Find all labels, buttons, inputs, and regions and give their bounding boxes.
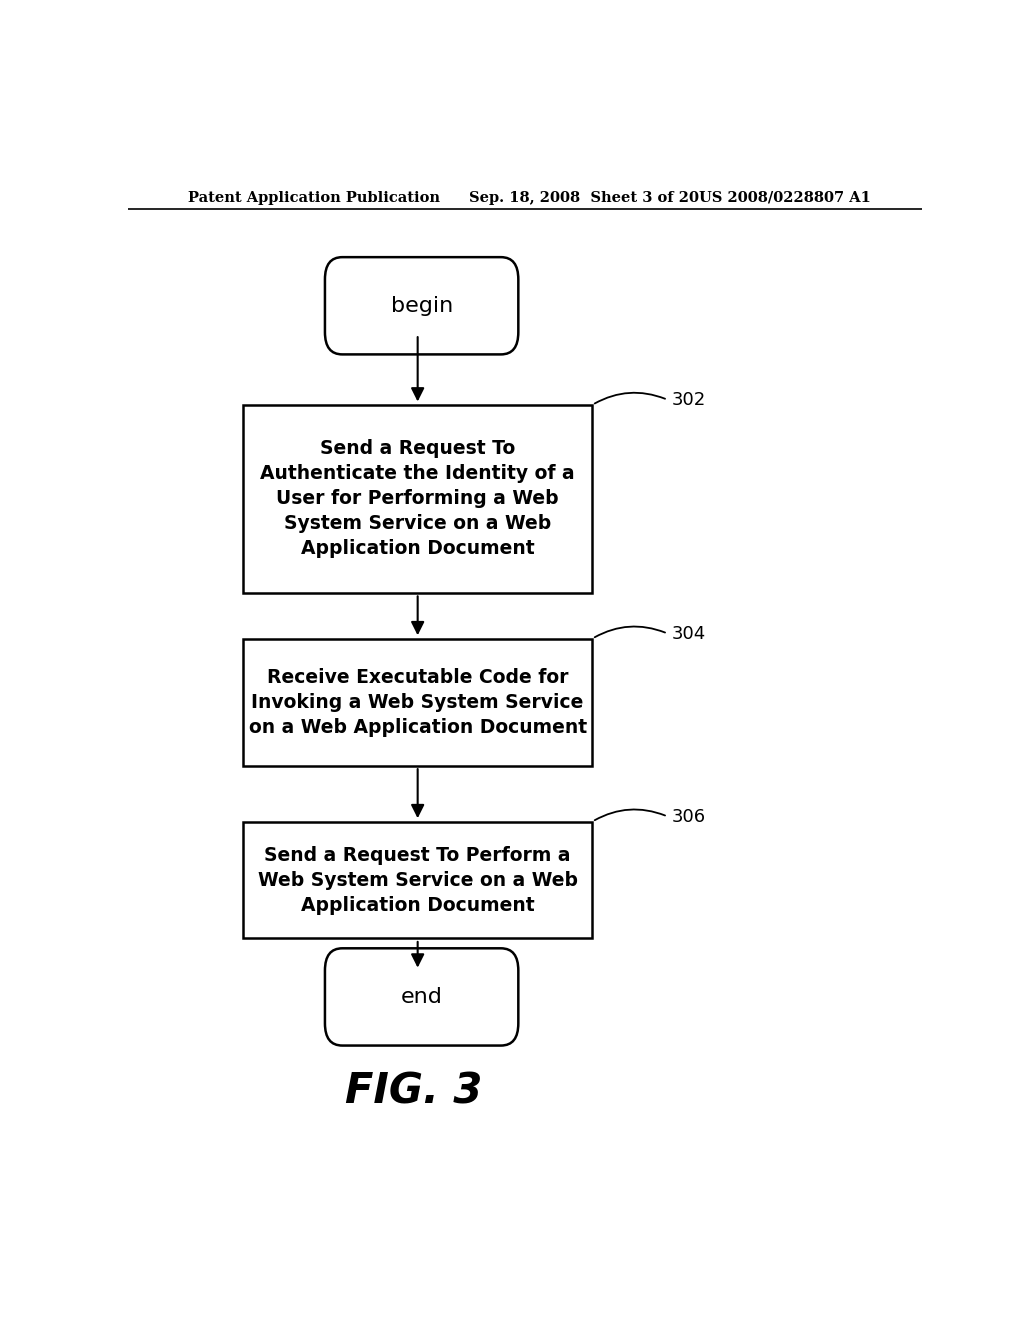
Text: end: end (400, 987, 442, 1007)
Text: US 2008/0228807 A1: US 2008/0228807 A1 (699, 190, 871, 205)
Text: Receive Executable Code for
Invoking a Web System Service
on a Web Application D: Receive Executable Code for Invoking a W… (249, 668, 587, 737)
Text: begin: begin (390, 296, 453, 315)
Text: Patent Application Publication: Patent Application Publication (187, 190, 439, 205)
Text: Sep. 18, 2008  Sheet 3 of 20: Sep. 18, 2008 Sheet 3 of 20 (469, 190, 699, 205)
Text: Send a Request To
Authenticate the Identity of a
User for Performing a Web
Syste: Send a Request To Authenticate the Ident… (260, 440, 575, 558)
Bar (243, 405, 592, 593)
Text: 306: 306 (672, 808, 706, 825)
Text: 302: 302 (672, 391, 706, 409)
FancyBboxPatch shape (325, 257, 518, 354)
Text: Send a Request To Perform a
Web System Service on a Web
Application Document: Send a Request To Perform a Web System S… (258, 846, 578, 915)
Bar (243, 639, 592, 766)
Text: 304: 304 (672, 624, 706, 643)
Text: FIG. 3: FIG. 3 (345, 1071, 482, 1113)
Bar (243, 821, 592, 939)
FancyBboxPatch shape (325, 948, 518, 1045)
